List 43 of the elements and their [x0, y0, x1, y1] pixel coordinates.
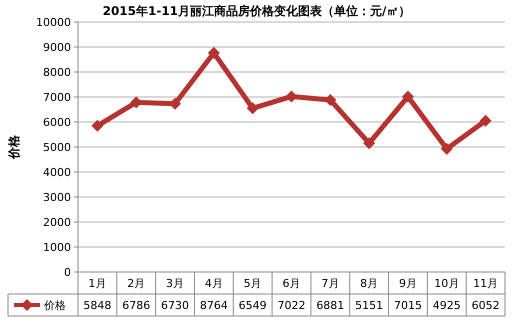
y-tick-label: 3000 [43, 191, 71, 204]
y-axis-title: 价格 [7, 134, 21, 160]
point [480, 114, 492, 127]
data-label: 5151 [355, 299, 384, 312]
data-label: 4925 [432, 299, 461, 312]
y-tick-label: 0 [64, 266, 71, 279]
data-label: 6881 [316, 299, 344, 312]
chart-title: 2015年1-11月丽江商品房价格变化图表（单位：元/㎡） [102, 4, 410, 18]
x-tick-label: 9月 [398, 277, 417, 290]
data-label: 7015 [394, 299, 422, 312]
data-label: 6730 [161, 299, 190, 312]
data-label: 7022 [278, 299, 306, 312]
data-label: 8764 [200, 299, 228, 312]
point [91, 120, 104, 132]
point [402, 90, 414, 103]
data-label: 6052 [472, 299, 500, 312]
x-tick-label: 7月 [321, 277, 340, 290]
data-label: 5848 [83, 299, 112, 312]
y-tick-label: 5000 [43, 141, 71, 154]
point [246, 102, 259, 114]
y-tick-label: 8000 [43, 66, 71, 79]
x-tick-label: 8月 [360, 277, 378, 290]
y-tick-label: 10000 [36, 16, 71, 29]
point [440, 142, 453, 155]
y-tick-label: 4000 [43, 166, 71, 179]
y-tick-label: 1000 [43, 241, 71, 254]
data-label: 6786 [122, 299, 150, 312]
y-tick-label: 2000 [43, 216, 71, 229]
x-tick-label: 2月 [127, 277, 146, 290]
x-tick-label: 10月 [434, 277, 460, 290]
y-tick-label: 6000 [43, 116, 71, 129]
x-tick-label: 11月 [473, 277, 498, 290]
x-tick-label: 4月 [204, 277, 223, 290]
data-label: 6549 [238, 299, 267, 312]
x-tick-label: 3月 [166, 277, 184, 290]
point [363, 137, 376, 150]
x-tick-label: 5月 [244, 277, 262, 290]
x-tick-label: 6月 [282, 277, 300, 290]
y-tick-label: 7000 [43, 91, 71, 104]
legend-label: 价格 [43, 299, 66, 312]
x-tick-label: 1月 [88, 277, 106, 290]
y-tick-label: 9000 [43, 41, 71, 54]
point [208, 46, 220, 59]
